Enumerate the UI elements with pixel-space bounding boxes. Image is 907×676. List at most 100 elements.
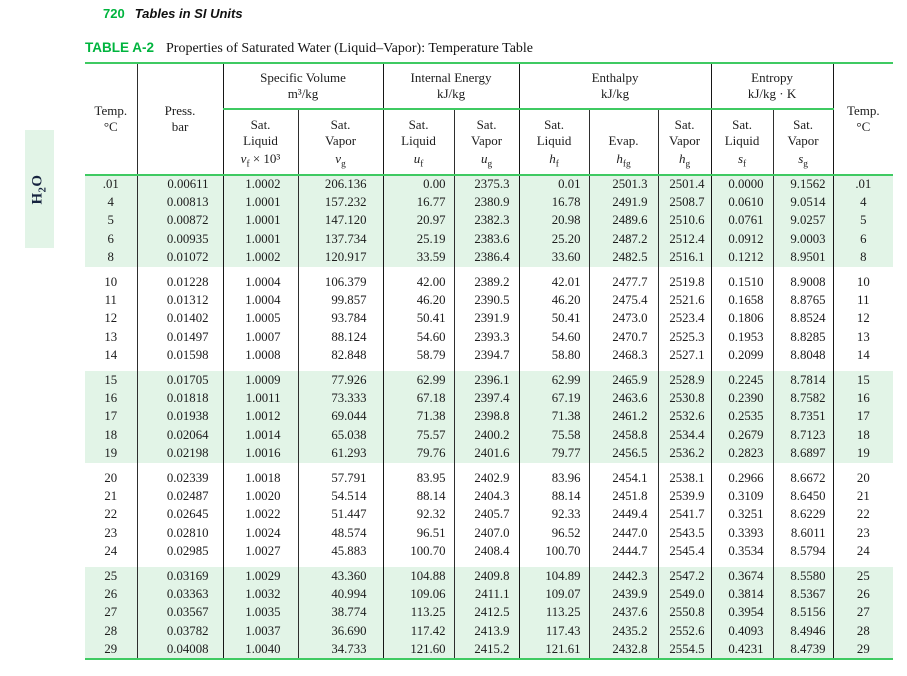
cell-hfg: 2491.9 xyxy=(588,193,659,212)
cell-temp-right: .01 xyxy=(832,175,894,194)
cell-sf: 0.3954 xyxy=(710,603,774,622)
header-sat-liquid-vf: Sat. Liquid vf × 10³ xyxy=(222,109,298,176)
cell-hf: 96.52 xyxy=(518,524,590,543)
cell-vf: 1.0004 xyxy=(222,291,298,310)
cell-uf: 113.25 xyxy=(382,603,455,622)
group-spacer-row xyxy=(85,560,894,567)
cell-temp: 26 xyxy=(85,585,137,604)
cell-ug: 2404.3 xyxy=(453,487,520,506)
cell-sg: 8.7123 xyxy=(772,426,834,445)
cell-ug: 2380.9 xyxy=(453,193,520,212)
cell-vf: 1.0001 xyxy=(222,230,298,249)
cell-uf: 33.59 xyxy=(382,248,455,267)
cell-vf: 1.0011 xyxy=(222,389,298,408)
cell-temp-right: 8 xyxy=(832,248,894,267)
cell-temp-right: 11 xyxy=(832,291,894,310)
table-row: 4 0.00813 1.0001 157.232 16.77 2380.9 16.78 249… xyxy=(85,193,894,212)
cell-uf: 117.42 xyxy=(382,621,455,641)
table-row: 26 0.03363 1.0032 40.994 109.06 2411.1 109.07 2… xyxy=(85,585,894,604)
table-row: 29 0.04008 1.0040 34.733 121.60 2415.2 121.61 2… xyxy=(85,640,894,659)
cell-hf: 100.70 xyxy=(518,542,590,561)
cell-sf: 0.1806 xyxy=(710,309,774,329)
spacer-cell xyxy=(832,462,894,469)
cell-uf: 16.77 xyxy=(382,193,455,212)
cell-temp: 22 xyxy=(104,507,118,522)
cell-hfg: 2439.9 xyxy=(588,585,659,604)
cell-hg: 2539.9 xyxy=(657,487,712,506)
cell-temp-right: 18 xyxy=(832,426,894,445)
table-row: 20 0.02339 1.0018 57.791 83.95 2402.9 83.96 245… xyxy=(85,468,894,488)
cell-sf: 0.3393 xyxy=(710,524,774,543)
cell-vg: 57.791 xyxy=(297,468,384,488)
cell-hfg: 2451.8 xyxy=(588,487,659,506)
table-row: .01 0.00611 1.0002 206.136 0.00 2375.3 0.01 250… xyxy=(85,175,894,194)
cell-sg: 8.8524 xyxy=(772,309,834,329)
cell-ug: 2412.5 xyxy=(453,603,520,622)
cell-hg: 2550.8 xyxy=(657,603,712,622)
cell-temp: 28 xyxy=(85,621,137,641)
cell-sf: 0.2390 xyxy=(710,389,774,408)
cell-hfg: 2482.5 xyxy=(588,248,659,267)
spacer-cell xyxy=(136,462,223,469)
cell-vg: 99.857 xyxy=(297,291,384,310)
cell-ug: 2407.0 xyxy=(453,524,520,543)
cell-hg: 2525.3 xyxy=(657,328,712,347)
spacer-cell xyxy=(297,364,384,371)
cell-vf: 1.0001 xyxy=(222,193,298,212)
spacer-cell xyxy=(710,560,774,567)
cell-sf: 0.0761 xyxy=(710,211,774,231)
cell-press: 0.01598 xyxy=(136,346,223,365)
cell-hf: 75.58 xyxy=(518,426,590,445)
cell-hfg: 2432.8 xyxy=(588,640,659,659)
cell-vg: 45.883 xyxy=(297,542,384,561)
cell-vg: 137.734 xyxy=(297,230,384,249)
cell-ug: 2400.2 xyxy=(453,426,520,445)
header-group-specific-volume: Specific Volume m³/kg xyxy=(222,63,384,110)
cell-sf: 0.2099 xyxy=(710,346,774,365)
cell-temp: 6 xyxy=(85,230,137,249)
cell-sf: 0.3251 xyxy=(710,505,774,525)
cell-vg: 106.379 xyxy=(297,272,384,292)
cell-press: 0.01818 xyxy=(136,389,223,408)
spacer-cell xyxy=(297,266,384,273)
cell-vf: 1.0032 xyxy=(222,585,298,604)
cell-sg: 8.6672 xyxy=(772,468,834,488)
cell-sf: 0.4231 xyxy=(710,640,774,659)
cell-press: 0.01312 xyxy=(136,291,223,310)
cell-uf: 109.06 xyxy=(382,585,455,604)
cell-sg: 8.9501 xyxy=(772,248,834,267)
spacer-cell xyxy=(772,364,834,371)
cell-uf: 100.70 xyxy=(382,542,455,561)
cell-press: 0.02198 xyxy=(136,444,223,463)
cell-ug: 2390.5 xyxy=(453,291,520,310)
cell-sg: 8.9008 xyxy=(772,272,834,292)
cell-temp: 10 xyxy=(104,274,118,289)
cell-vf: 1.0022 xyxy=(222,505,298,525)
cell-press: 0.04008 xyxy=(136,640,223,659)
cell-temp-right: 25 xyxy=(832,566,894,586)
cell-temp-right: 20 xyxy=(832,468,894,488)
cell-vf: 1.0024 xyxy=(222,524,298,543)
cell-sf: 0.2535 xyxy=(710,407,774,427)
spacer-cell xyxy=(588,266,659,273)
spacer-cell xyxy=(772,266,834,273)
cell-vf: 1.0002 xyxy=(222,248,298,267)
spacer-cell xyxy=(222,364,298,371)
cell-temp: 8 xyxy=(85,248,137,267)
cell-press: 0.02487 xyxy=(136,487,223,506)
cell-hg: 2527.1 xyxy=(657,346,712,365)
header-group-row: Temp. °C Press. bar Specific Volume m³/kg I… xyxy=(85,63,894,176)
cell-hfg: 2461.2 xyxy=(588,407,659,427)
cell-uf: 0.00 xyxy=(382,175,455,194)
cell-temp: 29 xyxy=(85,640,137,659)
cell-sf: 0.2679 xyxy=(710,426,774,445)
cell-hg: 2510.6 xyxy=(657,211,712,231)
cell-press: 0.02985 xyxy=(136,542,223,561)
cell-hf: 42.01 xyxy=(518,272,590,292)
cell-vg: 36.690 xyxy=(297,621,384,641)
cell-sg: 8.7582 xyxy=(772,389,834,408)
cell-hf: 83.96 xyxy=(518,468,590,488)
cell-temp: 12 xyxy=(104,311,118,326)
cell-hg: 2552.6 xyxy=(657,621,712,641)
cell-sf: 0.1212 xyxy=(710,248,774,267)
